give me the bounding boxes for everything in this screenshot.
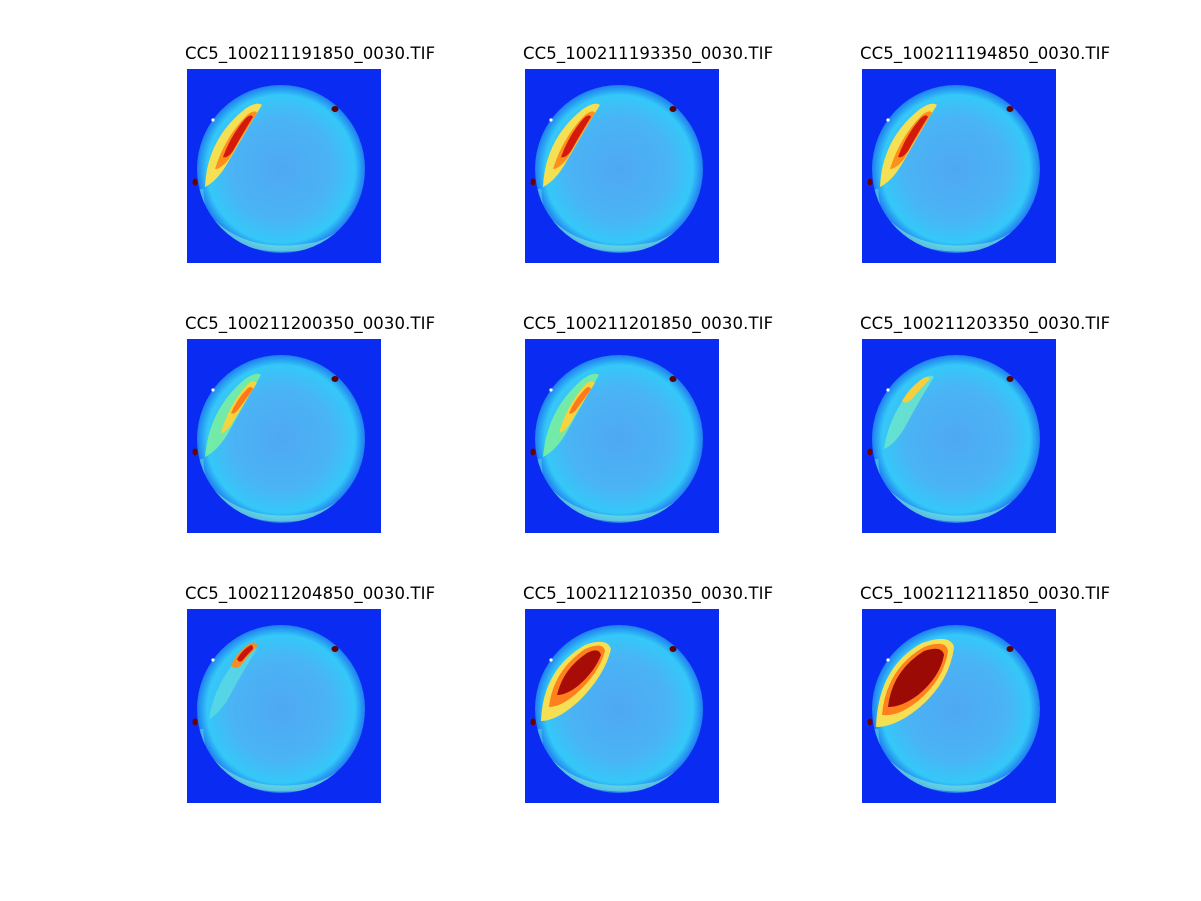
marker <box>867 718 873 726</box>
marker <box>331 106 339 112</box>
aurora-shape <box>561 115 591 158</box>
marker <box>1006 106 1014 112</box>
marker <box>530 448 536 456</box>
aurora-shape <box>884 375 934 449</box>
aurora-shape <box>557 650 601 695</box>
allsky-image <box>525 339 719 533</box>
marker <box>192 178 198 186</box>
marker <box>867 178 873 186</box>
aurora-shape <box>223 115 253 158</box>
aurora-shape <box>898 115 928 158</box>
allsky-image <box>525 609 719 803</box>
marker <box>1006 376 1014 382</box>
aurora-shape <box>237 645 253 662</box>
allsky-image <box>187 339 381 533</box>
panel-1: CC5_100211191850_0030.TIF <box>185 43 475 273</box>
marker <box>1006 646 1014 652</box>
marker <box>192 718 198 726</box>
allsky-image <box>862 339 1056 533</box>
marker <box>211 658 215 662</box>
marker <box>669 376 677 382</box>
marker <box>549 388 553 392</box>
panel-4: CC5_100211200350_0030.TIF <box>185 313 475 543</box>
panel-title: CC5_100211191850_0030.TIF <box>185 44 436 63</box>
aurora-shape <box>231 387 253 414</box>
panel-3: CC5_100211194850_0030.TIF <box>860 43 1150 273</box>
marker <box>886 658 890 662</box>
marker <box>886 388 890 392</box>
marker <box>331 376 339 382</box>
panel-7: CC5_100211204850_0030.TIF <box>185 583 475 813</box>
aurora-shape <box>888 648 944 707</box>
panel-title: CC5_100211200350_0030.TIF <box>185 314 436 333</box>
marker <box>211 388 215 392</box>
aurora-shape <box>569 387 591 414</box>
panel-title: CC5_100211201850_0030.TIF <box>523 314 774 333</box>
panel-title: CC5_100211193350_0030.TIF <box>523 44 774 63</box>
marker <box>211 118 215 122</box>
panel-2: CC5_100211193350_0030.TIF <box>523 43 813 273</box>
marker <box>867 448 873 456</box>
aurora-shape <box>902 377 930 403</box>
allsky-image <box>187 609 381 803</box>
panel-5: CC5_100211201850_0030.TIF <box>523 313 813 543</box>
panel-8: CC5_100211210350_0030.TIF <box>523 583 813 813</box>
marker <box>669 106 677 112</box>
marker <box>549 658 553 662</box>
marker <box>331 646 339 652</box>
panel-9: CC5_100211211850_0030.TIF <box>860 583 1150 813</box>
allsky-image <box>862 609 1056 803</box>
panel-6: CC5_100211203350_0030.TIF <box>860 313 1150 543</box>
panel-title: CC5_100211194850_0030.TIF <box>860 44 1111 63</box>
panel-title: CC5_100211211850_0030.TIF <box>860 584 1111 603</box>
marker <box>192 448 198 456</box>
marker <box>669 646 677 652</box>
marker <box>530 178 536 186</box>
marker <box>549 118 553 122</box>
panel-title: CC5_100211204850_0030.TIF <box>185 584 436 603</box>
panel-title: CC5_100211203350_0030.TIF <box>860 314 1111 333</box>
marker <box>886 118 890 122</box>
allsky-image <box>862 69 1056 263</box>
allsky-image <box>187 69 381 263</box>
aurora-shape <box>209 647 257 719</box>
allsky-image <box>525 69 719 263</box>
panel-title: CC5_100211210350_0030.TIF <box>523 584 774 603</box>
marker <box>530 718 536 726</box>
